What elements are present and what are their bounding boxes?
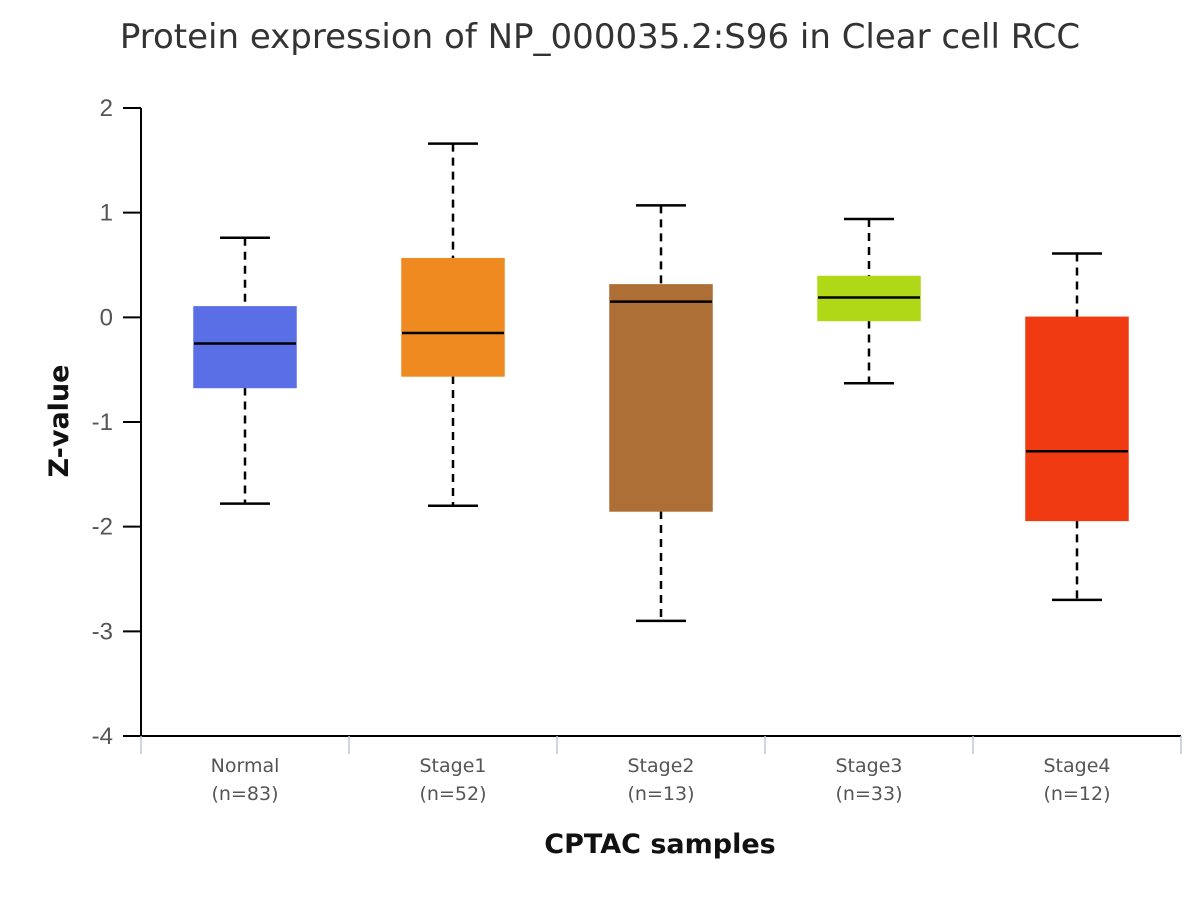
box-stage3 [817, 217, 921, 385]
y-tick-label: 1 [100, 200, 113, 227]
box-series [193, 142, 1129, 623]
x-axis-label: CPTAC samples [544, 829, 775, 860]
y-tick-label: -1 [92, 409, 113, 436]
x-tick-count-label: (n=13) [628, 783, 695, 805]
box-normal [193, 236, 297, 505]
y-axis: 2 1 0 -1 -2 -3 -4 [92, 95, 142, 750]
box-iqr [609, 284, 713, 512]
y-tick-label: 0 [100, 304, 113, 331]
x-tick-label: Stage3 [836, 755, 903, 777]
x-tick-label: Stage4 [1044, 755, 1111, 777]
x-tick-count-label: (n=52) [420, 783, 487, 805]
chart-title: Protein expression of NP_000035.2:S96 in… [120, 17, 1080, 57]
x-axis: Normal (n=83) Stage1 (n=52) Stage2 (n=13) Stag… [140, 735, 1182, 805]
y-tick-label: -2 [92, 514, 113, 541]
box-stage4 [1025, 252, 1129, 602]
box-iqr [1025, 316, 1129, 522]
y-tick-label: -3 [92, 618, 113, 645]
x-tick-label: Stage2 [628, 755, 695, 777]
x-tick-count-label: (n=83) [212, 783, 279, 805]
x-tick-label: Stage1 [420, 755, 487, 777]
x-tick-count-label: (n=33) [836, 783, 903, 805]
x-tick-count-label: (n=12) [1044, 783, 1111, 805]
box-iqr [401, 257, 505, 377]
y-axis-label: Z-value [44, 365, 75, 478]
box-stage1 [401, 142, 505, 507]
y-tick-label: 2 [100, 95, 113, 122]
x-tick-label: Normal [211, 755, 280, 777]
box-iqr [193, 306, 297, 389]
box-stage2 [609, 204, 713, 623]
y-tick-label: -4 [92, 723, 113, 750]
